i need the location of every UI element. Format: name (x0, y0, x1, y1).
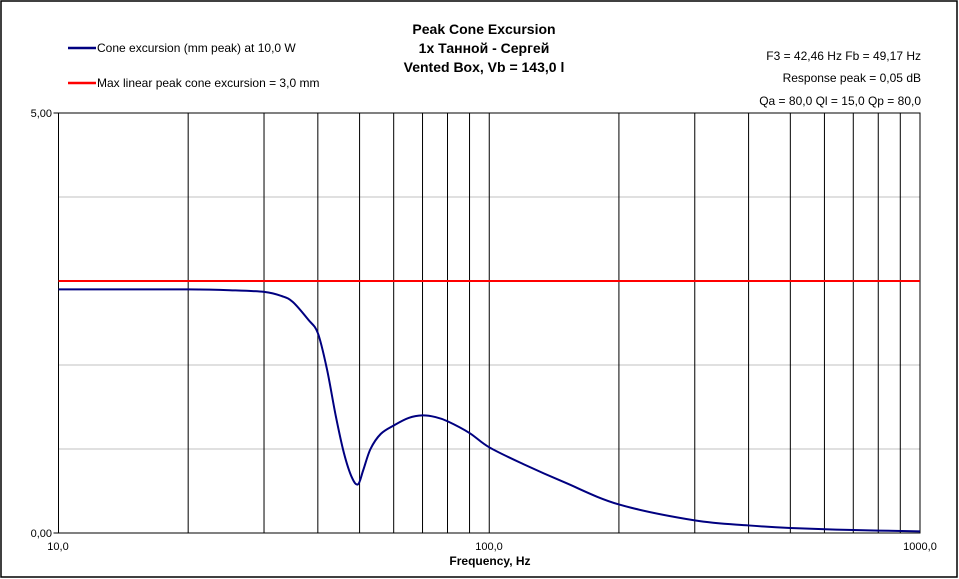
plot-area (58, 112, 921, 534)
y-tick-label-min: 0,00 (31, 528, 52, 540)
x-tick-label-1000: 1000,0 (903, 541, 937, 553)
series-cone-excursion-line (58, 288, 921, 533)
x-tick-label-10: 10,0 (47, 541, 68, 553)
annotation-q-values: Qa = 80,0 Ql = 15,0 Qp = 80,0 (759, 94, 921, 108)
annotation-f3-fb: F3 = 42,46 Hz Fb = 49,17 Hz (766, 49, 921, 63)
chart-title-line-3: Vented Box, Vb = 143,0 l (404, 59, 565, 75)
x-axis-label: Frequency, Hz (449, 554, 530, 568)
chart-title-line-2: 1x Танной - Сергей (419, 40, 550, 56)
annotation-response-peak: Response peak = 0,05 dB (783, 71, 921, 85)
x-tick-label-100: 100,0 (475, 541, 503, 553)
chart-title-line-1: Peak Cone Excursion (412, 21, 555, 37)
legend-label-excursion: Cone excursion (mm peak) at 10,0 W (97, 41, 296, 55)
legend-label-max-linear: Max linear peak cone excursion = 3,0 mm (97, 76, 319, 90)
y-tick-label-max: 5,00 (31, 108, 52, 120)
